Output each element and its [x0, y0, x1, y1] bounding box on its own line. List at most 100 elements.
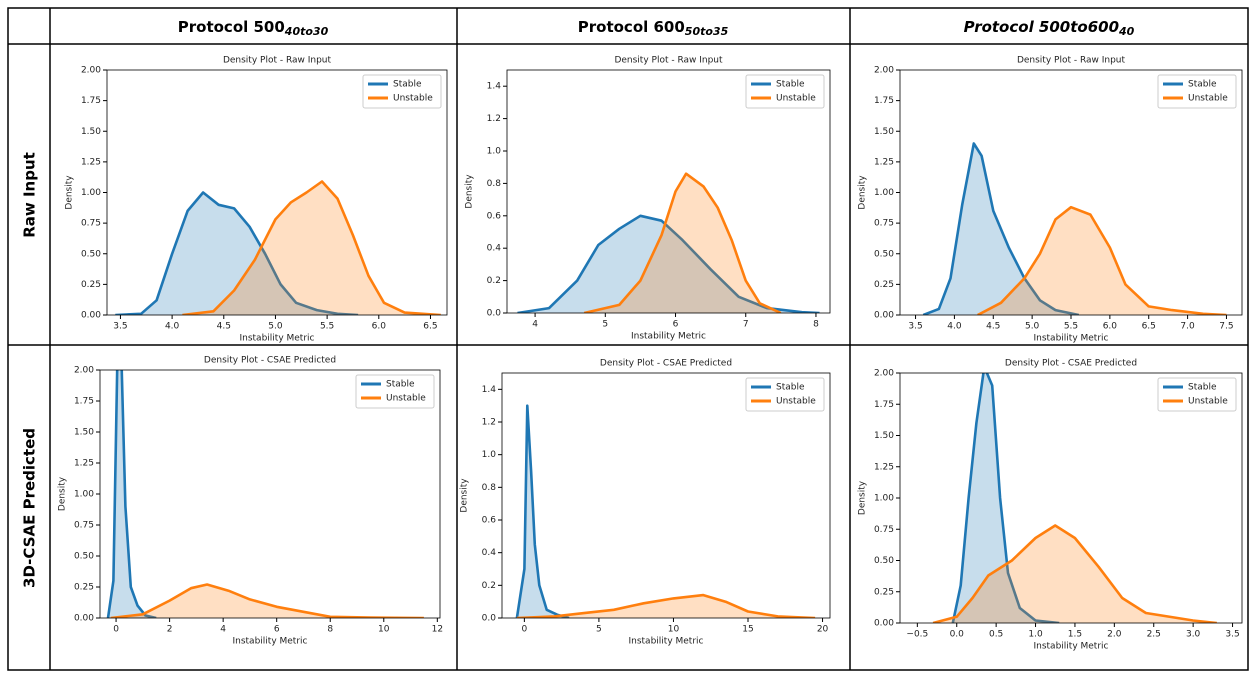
legend-label: Stable	[776, 383, 805, 393]
chart: Density Plot - CSAE Predicted Instability…	[460, 359, 831, 647]
y-tick-label: 1.2	[482, 418, 496, 428]
density-line	[110, 583, 424, 618]
column-header: Protocol 500to60040	[964, 18, 1135, 39]
density-area	[584, 173, 781, 313]
x-tick-label: 2.5	[1147, 630, 1161, 640]
chart-title: Density Plot - Raw Input	[223, 56, 332, 66]
y-axis-label: Density	[858, 175, 868, 210]
plot-area	[517, 172, 820, 313]
density-area	[952, 373, 1060, 623]
x-axis-label: Instability Metric	[1033, 334, 1108, 344]
axes-frame	[501, 372, 831, 619]
x-tick-label: 6.0	[1103, 322, 1118, 332]
x-tick-label: 7.0	[1180, 322, 1195, 332]
y-tick-label: 1.75	[874, 96, 894, 106]
y-tick-label: 0.50	[874, 249, 894, 259]
y-tick-label: 1.00	[81, 188, 101, 198]
density-line	[517, 214, 820, 313]
x-tick-label: 10	[668, 625, 680, 635]
y-tick-label: 0.00	[874, 311, 894, 321]
x-tick-label: 10	[378, 625, 390, 635]
chart-title: Density Plot - CSAE Predicted	[600, 359, 732, 369]
chart: Density Plot - Raw Input Instability Metr…	[65, 56, 448, 344]
legend-label: Unstable	[776, 94, 816, 104]
x-tick-label: 0.5	[989, 630, 1003, 640]
y-tick-label: 0.0	[482, 614, 497, 624]
y-axis-label: Density	[58, 476, 68, 511]
row-header: Raw Input	[21, 152, 39, 238]
header-text: Protocol 500	[178, 18, 285, 36]
density-line	[977, 205, 1227, 315]
y-tick-label: 0.8	[482, 483, 497, 493]
x-tick-label: 4.5	[217, 322, 231, 332]
chart: Density Plot - Raw Input Instability Metr…	[465, 56, 831, 342]
plot-area	[932, 373, 1217, 623]
legend-label: Stable	[1188, 383, 1217, 393]
y-tick-label: 1.25	[874, 462, 894, 472]
x-tick-label: 6	[274, 625, 280, 635]
x-tick-label: 20	[817, 625, 829, 635]
y-tick-label: 0.8	[487, 179, 502, 189]
y-tick-label: 0.0	[487, 309, 502, 319]
density-area	[977, 207, 1227, 315]
x-tick-label: 3.5	[1225, 630, 1239, 640]
y-tick-label: 0.25	[81, 280, 101, 290]
x-tick-label: 6.0	[372, 322, 387, 332]
legend-label: Stable	[386, 380, 415, 390]
axes-frame	[106, 69, 448, 316]
density-area	[933, 525, 1217, 623]
x-tick-label: 1.0	[1028, 630, 1043, 640]
x-tick-label: 0	[521, 625, 527, 635]
x-tick-label: 1.5	[1068, 630, 1082, 640]
y-tick-label: 0.25	[874, 587, 894, 597]
x-tick-label: 6.5	[1142, 322, 1156, 332]
chart-title: Density Plot - Raw Input	[1017, 56, 1126, 66]
chart: Density Plot - Raw Input Instability Metr…	[858, 56, 1243, 344]
y-tick-label: 1.75	[874, 400, 894, 410]
y-tick-label: 1.00	[874, 188, 894, 198]
y-tick-label: 0.50	[874, 556, 894, 566]
x-tick-label: 8	[327, 625, 333, 635]
y-axis-label: Density	[65, 175, 75, 210]
axes-frame	[506, 69, 831, 314]
y-tick-label: 0.2	[482, 581, 496, 591]
x-tick-label: 2.0	[1107, 630, 1122, 640]
y-tick-label: 0.6	[487, 211, 502, 221]
x-tick-label: 5.5	[320, 322, 334, 332]
plot-area	[106, 370, 424, 618]
legend-label: Stable	[1188, 80, 1217, 90]
row-header: 3D-CSAE Predicted	[21, 428, 39, 588]
x-tick-label: 6.5	[423, 322, 437, 332]
legend-label: Unstable	[386, 394, 426, 404]
header-text: Protocol 500to600	[964, 18, 1119, 36]
chart-title: Density Plot - CSAE Predicted	[204, 356, 336, 366]
y-tick-label: 0.25	[74, 583, 94, 593]
plot-area	[515, 404, 816, 618]
axes-frame	[99, 369, 441, 619]
x-axis-label: Instability Metric	[232, 637, 307, 647]
y-tick-label: 1.75	[74, 397, 94, 407]
legend-label: Unstable	[776, 397, 816, 407]
y-tick-label: 0.6	[482, 516, 497, 526]
x-tick-label: 12	[432, 625, 443, 635]
x-tick-label: 5.0	[1025, 322, 1040, 332]
density-area	[517, 215, 820, 313]
x-tick-label: 6	[673, 320, 679, 330]
y-tick-label: 0.2	[487, 276, 501, 286]
density-line	[115, 191, 359, 315]
chart-title: Density Plot - Raw Input	[614, 56, 723, 66]
chart: Density Plot - CSAE Predicted Instability…	[858, 359, 1243, 652]
density-line	[515, 404, 570, 618]
y-axis-label: Density	[858, 480, 868, 515]
y-tick-label: 1.25	[74, 459, 94, 469]
x-axis-label: Instability Metric	[239, 334, 314, 344]
legend-label: Stable	[776, 80, 805, 90]
y-tick-label: 1.4	[487, 82, 502, 92]
y-tick-label: 0.00	[74, 614, 94, 624]
y-tick-label: 1.00	[74, 490, 94, 500]
density-area	[115, 192, 359, 315]
y-tick-label: 1.00	[874, 494, 894, 504]
y-tick-label: 0.25	[874, 280, 894, 290]
x-tick-label: 3.5	[908, 322, 922, 332]
x-tick-label: 5.5	[1064, 322, 1078, 332]
